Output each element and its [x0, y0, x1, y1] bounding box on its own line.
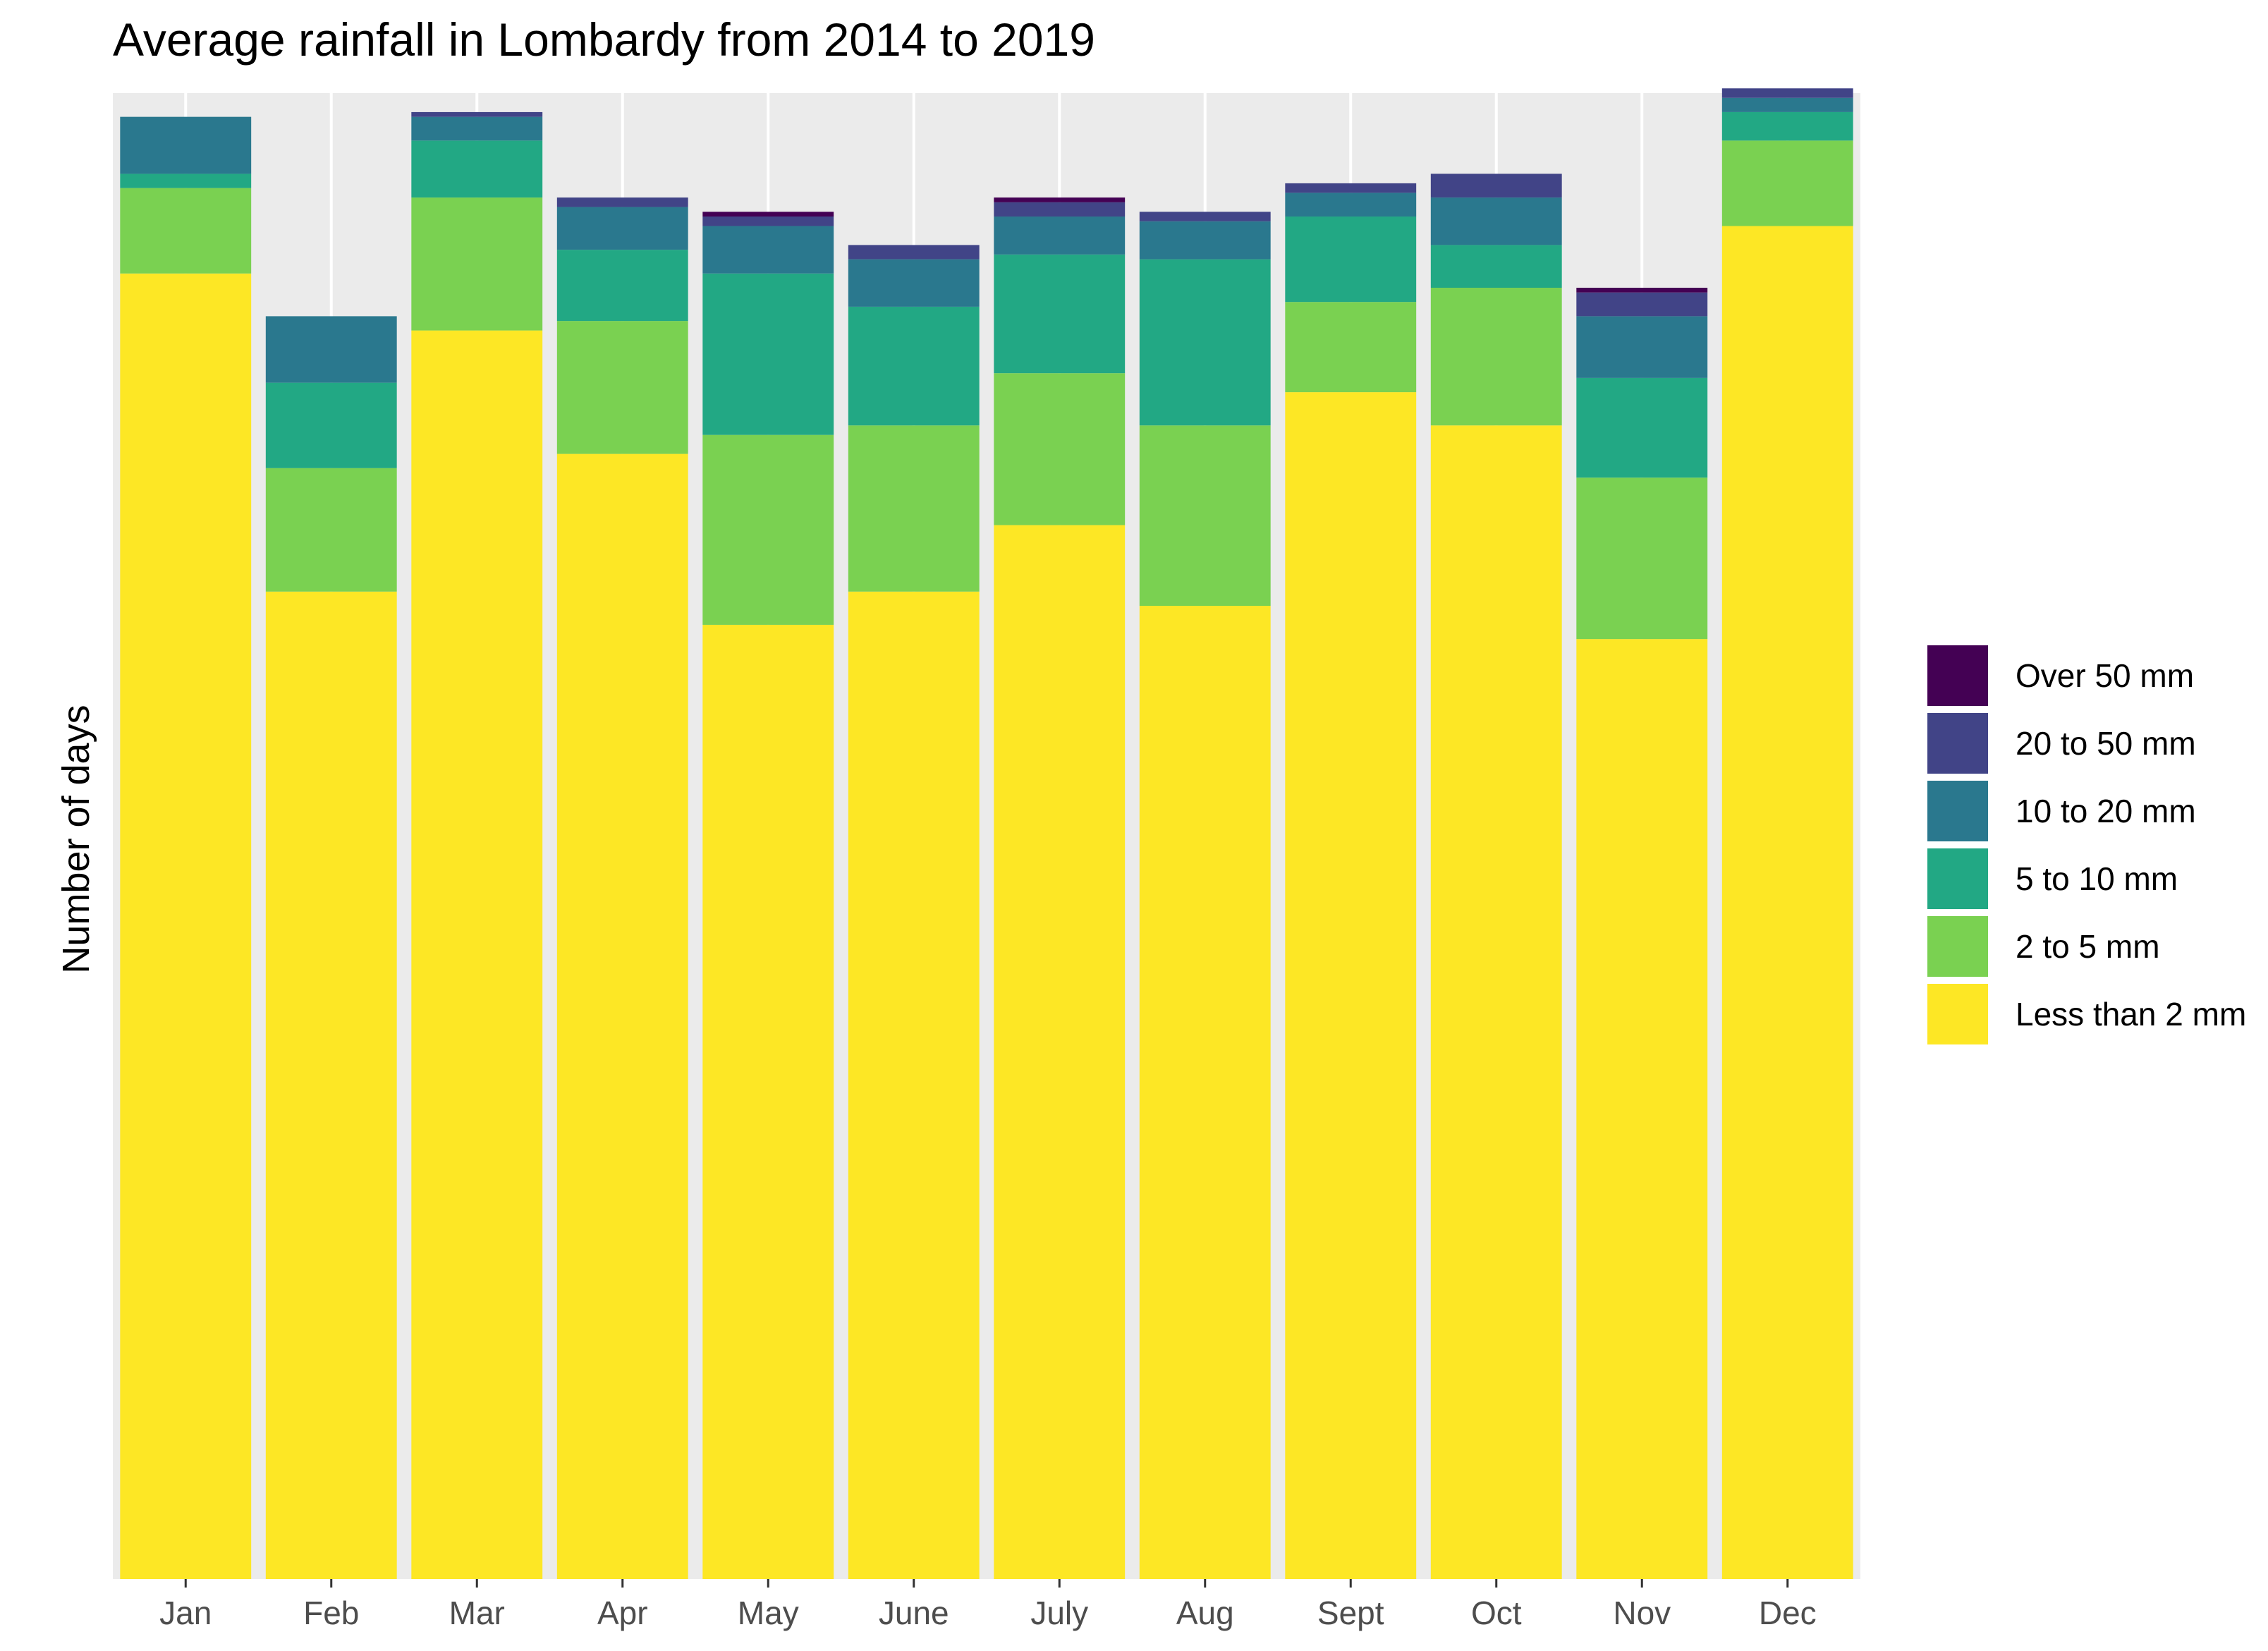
bar-july-2-to-5-mm — [994, 373, 1126, 525]
bar-feb-2-to-5-mm — [265, 468, 397, 592]
bar-sept-5-to-10-mm — [1285, 217, 1417, 303]
bar-mar-10-to-20-mm — [411, 116, 543, 141]
bar-jan-less-than-2-mm — [120, 273, 252, 1580]
bar-june-20-to-50-mm — [848, 245, 980, 260]
legend-item-5-to-10-mm: 5 to 10 mm — [1925, 845, 2246, 913]
bar-july-5-to-10-mm — [994, 254, 1126, 374]
chart-plot: Jan Feb Mar Apr May June July Aug Sept Oct Nov Dec — [113, 88, 1860, 1631]
bar-may-less-than-2-mm — [702, 624, 834, 1579]
bar-dec-5-to-10-mm — [1721, 111, 1853, 141]
bar-may-5-to-10-mm — [702, 273, 834, 435]
legend-item-less-than-2-mm: Less than 2 mm — [1925, 980, 2246, 1048]
bar-jan-10-to-20-mm — [120, 116, 252, 174]
bar-nov-10-to-20-mm — [1576, 316, 1708, 378]
x-tick-label-sept: Sept — [1317, 1595, 1384, 1631]
bar-nov-less-than-2-mm — [1576, 639, 1708, 1579]
bar-dec-10-to-20-mm — [1721, 97, 1853, 112]
bar-oct-2-to-5-mm — [1430, 287, 1562, 426]
bar-dec-less-than-2-mm — [1721, 226, 1853, 1580]
bar-july-10-to-20-mm — [994, 217, 1126, 255]
x-axis-tick-labels: Jan Feb Mar Apr May June July Aug Sept Oct Nov Dec — [159, 1595, 1816, 1631]
bar-sept-10-to-20-mm — [1285, 193, 1417, 217]
legend-key-2-to-5-mm — [1925, 914, 1990, 979]
bar-july-less-than-2-mm — [994, 525, 1126, 1579]
bar-stacks — [120, 88, 1853, 1580]
bar-nov-2-to-5-mm — [1576, 477, 1708, 640]
legend-label-20-to-50-mm: 20 to 50 mm — [2016, 725, 2196, 762]
x-tick-label-feb: Feb — [303, 1595, 359, 1631]
bar-nov-5-to-10-mm — [1576, 377, 1708, 478]
bar-apr-5-to-10-mm — [556, 250, 688, 322]
bar-mar-2-to-5-mm — [411, 197, 543, 331]
legend-key-over-50-mm — [1925, 643, 1990, 708]
legend-item-2-to-5-mm: 2 to 5 mm — [1925, 913, 2246, 980]
bar-aug-less-than-2-mm — [1139, 606, 1271, 1579]
legend-key-less-than-2-mm — [1925, 982, 1990, 1047]
x-tick-label-jan: Jan — [159, 1595, 212, 1631]
legend-key-10-to-20-mm — [1925, 779, 1990, 843]
bar-may-10-to-20-mm — [702, 226, 834, 274]
bar-sept-20-to-50-mm — [1285, 183, 1417, 193]
bar-mar-less-than-2-mm — [411, 330, 543, 1579]
x-tick-label-mar: Mar — [449, 1595, 505, 1631]
bar-aug-20-to-50-mm — [1139, 212, 1271, 221]
bar-sept-less-than-2-mm — [1285, 392, 1417, 1579]
legend-label-5-to-10-mm: 5 to 10 mm — [2016, 860, 2178, 897]
bar-oct-5-to-10-mm — [1430, 245, 1562, 288]
chart-title: Average rainfall in Lombardy from 2014 t… — [113, 13, 1095, 66]
bar-apr-20-to-50-mm — [556, 197, 688, 207]
bar-may-over-50-mm — [702, 212, 834, 217]
bar-mar-20-to-50-mm — [411, 111, 543, 117]
bar-dec-20-to-50-mm — [1721, 88, 1853, 98]
legend-item-10-to-20-mm: 10 to 20 mm — [1925, 777, 2246, 845]
legend-item-over-50-mm: Over 50 mm — [1925, 642, 2246, 709]
bar-may-20-to-50-mm — [702, 217, 834, 226]
legend-label-2-to-5-mm: 2 to 5 mm — [2016, 928, 2160, 965]
bar-june-10-to-20-mm — [848, 259, 980, 307]
bar-feb-5-to-10-mm — [265, 382, 397, 468]
bar-jan-5-to-10-mm — [120, 173, 252, 188]
x-tick-label-dec: Dec — [1759, 1595, 1817, 1631]
legend: Over 50 mm 20 to 50 mm 10 to 20 mm 5 to 10 … — [1925, 642, 2246, 1048]
bar-nov-20-to-50-mm — [1576, 292, 1708, 317]
bar-oct-20-to-50-mm — [1430, 173, 1562, 198]
x-tick-label-aug: Aug — [1176, 1595, 1234, 1631]
bar-june-2-to-5-mm — [848, 425, 980, 592]
legend-key-5-to-10-mm — [1925, 846, 1990, 911]
bar-july-20-to-50-mm — [994, 202, 1126, 217]
legend-label-less-than-2-mm: Less than 2 mm — [2016, 996, 2247, 1032]
x-tick-label-apr: Apr — [597, 1595, 648, 1631]
bar-june-5-to-10-mm — [848, 306, 980, 426]
plot-panel — [113, 93, 1860, 1579]
bar-aug-2-to-5-mm — [1139, 425, 1271, 607]
bar-oct-10-to-20-mm — [1430, 197, 1562, 245]
bar-july-over-50-mm — [994, 197, 1126, 202]
legend-key-20-to-50-mm — [1925, 711, 1990, 776]
legend-item-20-to-50-mm: 20 to 50 mm — [1925, 709, 2246, 777]
x-axis-ticks — [184, 1579, 1789, 1588]
bar-june-less-than-2-mm — [848, 591, 980, 1580]
bar-aug-5-to-10-mm — [1139, 259, 1271, 426]
bar-apr-2-to-5-mm — [556, 321, 688, 454]
bar-oct-less-than-2-mm — [1430, 425, 1562, 1579]
legend-label-10-to-20-mm: 10 to 20 mm — [2016, 793, 2196, 829]
bar-aug-10-to-20-mm — [1139, 221, 1271, 260]
x-tick-label-june: June — [879, 1595, 949, 1631]
bar-jan-2-to-5-mm — [120, 188, 252, 274]
bar-mar-5-to-10-mm — [411, 140, 543, 198]
bar-apr-less-than-2-mm — [556, 453, 688, 1580]
x-tick-label-july: July — [1030, 1595, 1088, 1631]
bar-feb-less-than-2-mm — [265, 591, 397, 1580]
bar-nov-over-50-mm — [1576, 287, 1708, 293]
x-tick-label-may: May — [738, 1595, 799, 1631]
bar-feb-10-to-20-mm — [265, 316, 397, 383]
bar-dec-2-to-5-mm — [1721, 140, 1853, 226]
legend-label-over-50-mm: Over 50 mm — [2016, 657, 2195, 694]
bar-may-2-to-5-mm — [702, 434, 834, 625]
x-tick-label-oct: Oct — [1471, 1595, 1522, 1631]
bar-sept-2-to-5-mm — [1285, 302, 1417, 393]
bar-apr-10-to-20-mm — [556, 207, 688, 250]
x-tick-label-nov: Nov — [1613, 1595, 1671, 1631]
